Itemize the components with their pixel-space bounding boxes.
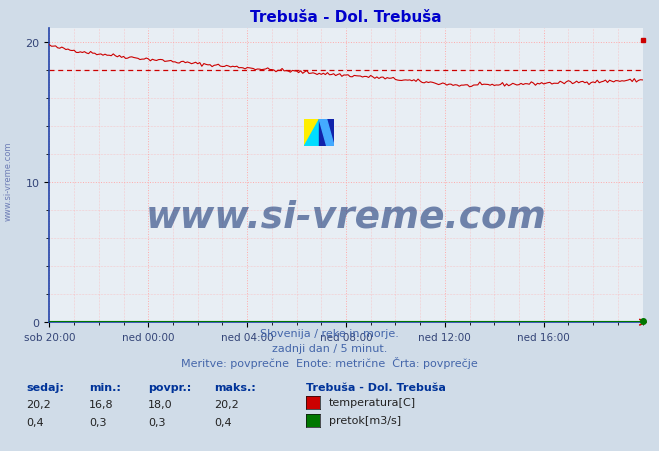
Title: Trebuša - Dol. Trebuša: Trebuša - Dol. Trebuša — [250, 10, 442, 25]
Text: www.si-vreme.com: www.si-vreme.com — [146, 199, 546, 235]
Text: 20,2: 20,2 — [214, 399, 239, 409]
Text: www.si-vreme.com: www.si-vreme.com — [3, 141, 13, 220]
Polygon shape — [304, 120, 320, 147]
Text: temperatura[C]: temperatura[C] — [329, 397, 416, 407]
Text: 0,3: 0,3 — [89, 417, 107, 427]
Text: 0,4: 0,4 — [26, 417, 44, 427]
Text: Slovenija / reke in morje.: Slovenija / reke in morje. — [260, 328, 399, 338]
Text: Trebuša - Dol. Trebuša: Trebuša - Dol. Trebuša — [306, 382, 446, 392]
Text: Meritve: povprečne  Enote: metrične  Črta: povprečje: Meritve: povprečne Enote: metrične Črta:… — [181, 356, 478, 368]
Polygon shape — [304, 120, 320, 147]
Text: 0,3: 0,3 — [148, 417, 166, 427]
Text: pretok[m3/s]: pretok[m3/s] — [329, 415, 401, 425]
Text: sedaj:: sedaj: — [26, 382, 64, 392]
Text: 0,4: 0,4 — [214, 417, 232, 427]
Polygon shape — [320, 120, 334, 147]
Text: min.:: min.: — [89, 382, 121, 392]
Polygon shape — [320, 120, 334, 147]
Text: 20,2: 20,2 — [26, 399, 51, 409]
Text: 16,8: 16,8 — [89, 399, 113, 409]
Text: zadnji dan / 5 minut.: zadnji dan / 5 minut. — [272, 343, 387, 353]
Text: maks.:: maks.: — [214, 382, 256, 392]
Text: povpr.:: povpr.: — [148, 382, 192, 392]
Text: 18,0: 18,0 — [148, 399, 173, 409]
